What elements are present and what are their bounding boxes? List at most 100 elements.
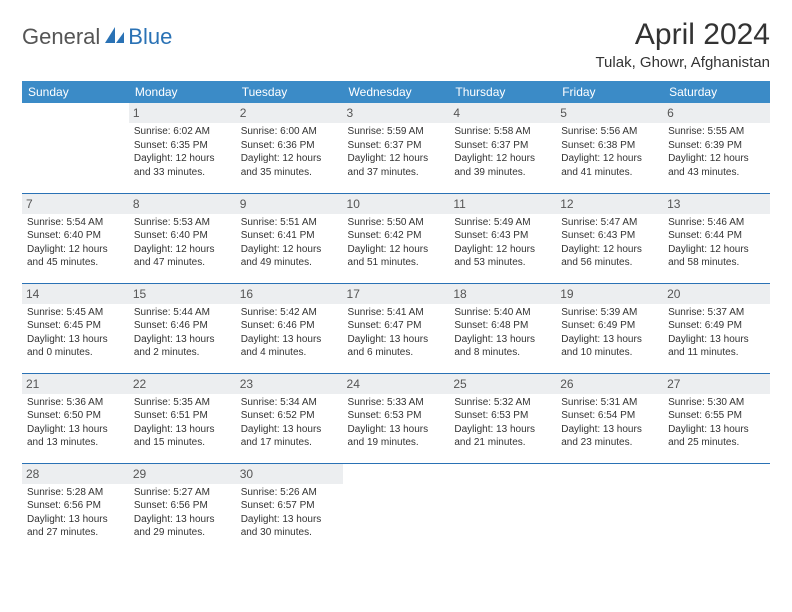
day-sunset: Sunset: 6:39 PM — [668, 139, 765, 153]
day-sunset: Sunset: 6:56 PM — [134, 499, 231, 513]
day-daylight1: Daylight: 13 hours — [134, 513, 231, 527]
day-number: 30 — [236, 464, 343, 484]
day-daylight2: and 30 minutes. — [241, 526, 338, 540]
day-daylight1: Daylight: 13 hours — [241, 333, 338, 347]
calendar-day-cell: 8Sunrise: 5:53 AMSunset: 6:40 PMDaylight… — [129, 193, 236, 283]
calendar-day-cell — [22, 103, 129, 193]
day-daylight2: and 39 minutes. — [454, 166, 551, 180]
day-sunrise: Sunrise: 5:26 AM — [241, 486, 338, 500]
day-sunrise: Sunrise: 5:46 AM — [668, 216, 765, 230]
day-daylight1: Daylight: 13 hours — [134, 333, 231, 347]
day-sunrise: Sunrise: 5:41 AM — [348, 306, 445, 320]
day-number: 28 — [22, 464, 129, 484]
calendar-day-cell: 11Sunrise: 5:49 AMSunset: 6:43 PMDayligh… — [449, 193, 556, 283]
day-sunrise: Sunrise: 5:27 AM — [134, 486, 231, 500]
day-daylight2: and 21 minutes. — [454, 436, 551, 450]
calendar-day-cell: 3Sunrise: 5:59 AMSunset: 6:37 PMDaylight… — [343, 103, 450, 193]
day-daylight2: and 4 minutes. — [241, 346, 338, 360]
weekday-header: Saturday — [663, 81, 770, 103]
day-number: 4 — [449, 103, 556, 123]
day-sunset: Sunset: 6:43 PM — [561, 229, 658, 243]
day-daylight2: and 37 minutes. — [348, 166, 445, 180]
day-sunset: Sunset: 6:43 PM — [454, 229, 551, 243]
day-sunset: Sunset: 6:53 PM — [454, 409, 551, 423]
day-sunset: Sunset: 6:49 PM — [668, 319, 765, 333]
day-daylight1: Daylight: 13 hours — [134, 423, 231, 437]
day-daylight1: Daylight: 12 hours — [134, 152, 231, 166]
day-number: 12 — [556, 194, 663, 214]
day-number: 16 — [236, 284, 343, 304]
day-daylight2: and 13 minutes. — [27, 436, 124, 450]
day-sunset: Sunset: 6:54 PM — [561, 409, 658, 423]
day-sunrise: Sunrise: 5:30 AM — [668, 396, 765, 410]
day-number: 2 — [236, 103, 343, 123]
month-title: April 2024 — [595, 18, 770, 52]
day-sunrise: Sunrise: 5:45 AM — [27, 306, 124, 320]
day-sunset: Sunset: 6:42 PM — [348, 229, 445, 243]
day-number: 13 — [663, 194, 770, 214]
day-daylight1: Daylight: 13 hours — [241, 513, 338, 527]
day-daylight2: and 15 minutes. — [134, 436, 231, 450]
day-number: 8 — [129, 194, 236, 214]
weekday-header: Wednesday — [343, 81, 450, 103]
day-sunset: Sunset: 6:40 PM — [134, 229, 231, 243]
day-daylight1: Daylight: 13 hours — [454, 423, 551, 437]
day-sunrise: Sunrise: 5:56 AM — [561, 125, 658, 139]
day-sunrise: Sunrise: 5:55 AM — [668, 125, 765, 139]
day-sunset: Sunset: 6:46 PM — [134, 319, 231, 333]
day-number: 6 — [663, 103, 770, 123]
day-sunrise: Sunrise: 5:47 AM — [561, 216, 658, 230]
day-sunrise: Sunrise: 5:31 AM — [561, 396, 658, 410]
brand-part1: General — [22, 24, 100, 50]
location-text: Tulak, Ghowr, Afghanistan — [595, 54, 770, 71]
calendar-day-cell: 18Sunrise: 5:40 AMSunset: 6:48 PMDayligh… — [449, 283, 556, 373]
day-daylight2: and 23 minutes. — [561, 436, 658, 450]
day-sunrise: Sunrise: 5:54 AM — [27, 216, 124, 230]
day-sunset: Sunset: 6:55 PM — [668, 409, 765, 423]
day-number: 22 — [129, 374, 236, 394]
day-daylight2: and 17 minutes. — [241, 436, 338, 450]
day-sunrise: Sunrise: 5:59 AM — [348, 125, 445, 139]
title-block: April 2024 Tulak, Ghowr, Afghanistan — [595, 18, 770, 71]
day-number: 24 — [343, 374, 450, 394]
day-number: 19 — [556, 284, 663, 304]
day-sunset: Sunset: 6:48 PM — [454, 319, 551, 333]
day-sunrise: Sunrise: 5:50 AM — [348, 216, 445, 230]
day-sunset: Sunset: 6:41 PM — [241, 229, 338, 243]
day-daylight1: Daylight: 13 hours — [241, 423, 338, 437]
day-sunrise: Sunrise: 5:44 AM — [134, 306, 231, 320]
day-sunrise: Sunrise: 5:36 AM — [27, 396, 124, 410]
day-daylight1: Daylight: 12 hours — [454, 152, 551, 166]
page-header: General Blue April 2024 Tulak, Ghowr, Af… — [22, 18, 770, 71]
day-daylight2: and 29 minutes. — [134, 526, 231, 540]
day-sunset: Sunset: 6:49 PM — [561, 319, 658, 333]
day-daylight1: Daylight: 13 hours — [561, 423, 658, 437]
day-daylight2: and 8 minutes. — [454, 346, 551, 360]
brand-part2: Blue — [128, 24, 172, 50]
calendar-day-cell: 30 Sunrise: 5:26 AMSunset: 6:57 PMDayligh… — [236, 463, 343, 555]
day-number: 18 — [449, 284, 556, 304]
calendar-week-row: 28Sunrise: 5:28 AMSunset: 6:56 PMDayligh… — [22, 463, 770, 555]
day-sunset: Sunset: 6:57 PM — [241, 499, 338, 513]
calendar-week-row: 1Sunrise: 6:02 AMSunset: 6:35 PMDaylight… — [22, 103, 770, 193]
day-daylight2: and 11 minutes. — [668, 346, 765, 360]
day-sunrise: Sunrise: 5:35 AM — [134, 396, 231, 410]
day-number: 11 — [449, 194, 556, 214]
day-daylight1: Daylight: 13 hours — [454, 333, 551, 347]
day-sunrise: Sunrise: 5:39 AM — [561, 306, 658, 320]
weekday-header: Sunday — [22, 81, 129, 103]
calendar-day-cell: 22Sunrise: 5:35 AMSunset: 6:51 PMDayligh… — [129, 373, 236, 463]
day-daylight1: Daylight: 12 hours — [668, 152, 765, 166]
day-sunset: Sunset: 6:56 PM — [27, 499, 124, 513]
calendar-day-cell: 23Sunrise: 5:34 AMSunset: 6:52 PMDayligh… — [236, 373, 343, 463]
day-daylight2: and 2 minutes. — [134, 346, 231, 360]
day-number: 1 — [129, 103, 236, 123]
day-daylight2: and 0 minutes. — [27, 346, 124, 360]
day-sunrise: Sunrise: 5:53 AM — [134, 216, 231, 230]
day-number: 7 — [22, 194, 129, 214]
day-daylight2: and 19 minutes. — [348, 436, 445, 450]
day-daylight2: and 47 minutes. — [134, 256, 231, 270]
calendar-day-cell: 4Sunrise: 5:58 AMSunset: 6:37 PMDaylight… — [449, 103, 556, 193]
day-number: 27 — [663, 374, 770, 394]
day-sunset: Sunset: 6:37 PM — [348, 139, 445, 153]
